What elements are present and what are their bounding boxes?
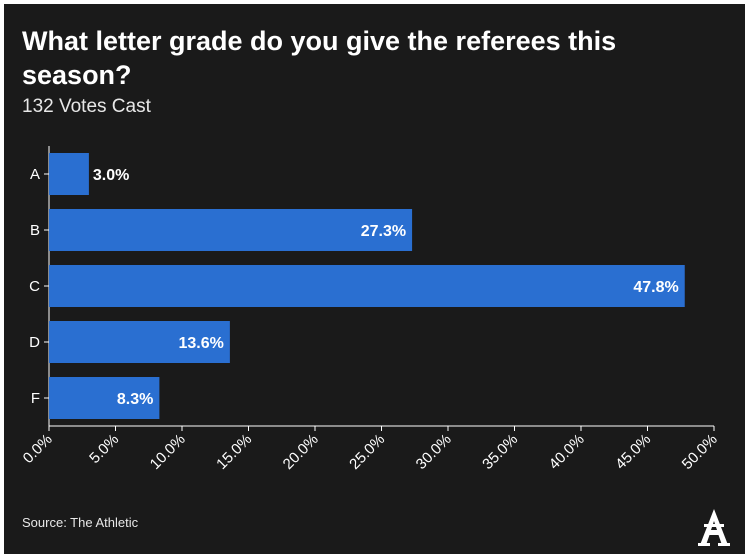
bar — [49, 265, 685, 307]
chart-title: What letter grade do you give the refere… — [22, 26, 617, 90]
y-tick-label: D — [29, 334, 40, 351]
chart-subtitle: 132 Votes Cast — [22, 96, 151, 117]
x-tick-label: 45.0% — [612, 431, 654, 473]
x-tick-label: 20.0% — [280, 431, 322, 473]
bar — [49, 153, 89, 195]
x-tick-label: 25.0% — [346, 431, 388, 473]
bar-value-label: 8.3% — [117, 391, 153, 408]
y-tick-label: B — [30, 222, 40, 239]
y-tick-label: A — [30, 166, 40, 183]
y-tick-label: C — [29, 278, 40, 295]
x-tick-label: 30.0% — [413, 431, 455, 473]
bar-value-label: 27.3% — [361, 223, 406, 240]
x-tick-label: 10.0% — [147, 431, 189, 473]
source-note: Source: The Athletic — [22, 515, 139, 530]
chart-frame: What letter grade do you give the refere… — [4, 4, 745, 554]
bar-value-label: 47.8% — [633, 279, 678, 296]
bar — [49, 377, 160, 419]
bar-value-label: 13.6% — [179, 335, 224, 352]
x-tick-label: 35.0% — [479, 431, 521, 473]
x-tick-label: 50.0% — [679, 431, 721, 473]
bar-chart: A 3.0% B 27.3% C 47.8% D 13.6% F 8.3% 0.0% 5.0% 10.0… — [20, 146, 721, 473]
bar — [49, 321, 230, 363]
bar-value-label: 3.0% — [93, 167, 129, 184]
the-athletic-logo-icon — [698, 509, 730, 546]
x-tick-label: 5.0% — [86, 431, 122, 467]
bar — [49, 209, 413, 251]
x-tick-label: 15.0% — [213, 431, 255, 473]
y-tick-label: F — [31, 390, 40, 407]
x-tick-label: 40.0% — [546, 431, 588, 473]
x-tick-label: 0.0% — [20, 431, 56, 467]
